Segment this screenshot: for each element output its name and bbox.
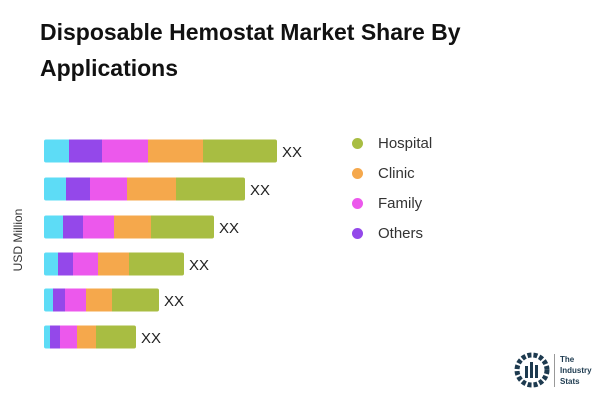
bar-group xyxy=(44,325,136,349)
bar-segment-family xyxy=(102,139,148,163)
logo: The Industry Stats xyxy=(514,352,592,388)
bar-segment-unnamed xyxy=(44,288,53,312)
bar-segment-clinic xyxy=(98,252,129,276)
legend-label: Hospital xyxy=(378,134,433,152)
bar-segment-unnamed xyxy=(44,325,50,349)
logo-text: The xyxy=(560,354,575,364)
legend-swatch xyxy=(352,227,363,239)
data-label: XX xyxy=(164,293,184,310)
legend-item: Family xyxy=(352,188,432,218)
bar-segment-clinic xyxy=(77,325,96,349)
legend-item: Others xyxy=(352,218,432,248)
bar-segment-family xyxy=(90,177,127,201)
bar-segment-others xyxy=(63,215,83,239)
logo-text: Stats xyxy=(560,376,580,386)
gear-logo-icon xyxy=(514,352,550,388)
bar-segment-hospital xyxy=(176,177,245,201)
bar-group xyxy=(44,139,277,163)
bar-group xyxy=(44,288,159,312)
legend-label: Family xyxy=(378,194,423,212)
legend-label: Others xyxy=(378,224,424,242)
data-label: XX xyxy=(219,220,239,237)
data-label: XX xyxy=(250,182,270,199)
bar-segment-others xyxy=(50,325,60,349)
chart-title: Disposable Hemostat Market Share By Appl… xyxy=(40,19,461,81)
bar-segment-others xyxy=(66,177,90,201)
bar-segment-hospital xyxy=(151,215,214,239)
bar-segment-others xyxy=(69,139,102,163)
bar-segment-unnamed xyxy=(44,177,66,201)
bar-segment-family xyxy=(73,252,98,276)
bar-segment-others xyxy=(58,252,73,276)
bar-segment-others xyxy=(53,288,65,312)
bar-segment-hospital xyxy=(203,139,277,163)
bar-segment-clinic xyxy=(114,215,151,239)
bar-group xyxy=(44,252,184,276)
bar-segment-family xyxy=(65,288,86,312)
bar-segment-hospital xyxy=(129,252,184,276)
bar-segment-clinic xyxy=(148,139,203,163)
bar-segment-hospital xyxy=(96,325,136,349)
bar-segment-clinic xyxy=(127,177,176,201)
legend-swatch xyxy=(352,137,363,149)
bar-group xyxy=(44,215,214,239)
legend-item: Hospital xyxy=(352,128,432,158)
bar-segment-unnamed xyxy=(44,215,63,239)
data-label: XX xyxy=(282,144,302,161)
legend-label: Clinic xyxy=(378,164,415,182)
legend-swatch xyxy=(352,197,363,209)
bar-segment-clinic xyxy=(86,288,112,312)
bar-segment-unnamed xyxy=(44,139,69,163)
legend-swatch xyxy=(352,167,363,179)
bar-segment-family xyxy=(60,325,77,349)
data-label: XX xyxy=(141,330,161,347)
bar-group xyxy=(44,177,245,201)
bar-segment-unnamed xyxy=(44,252,58,276)
data-label: XX xyxy=(189,257,209,274)
bar-segment-family xyxy=(83,215,114,239)
logo-text: Industry xyxy=(560,365,592,375)
legend: Hospital Clinic Family Others xyxy=(352,128,432,248)
bar-segment-hospital xyxy=(112,288,159,312)
legend-item: Clinic xyxy=(352,158,432,188)
